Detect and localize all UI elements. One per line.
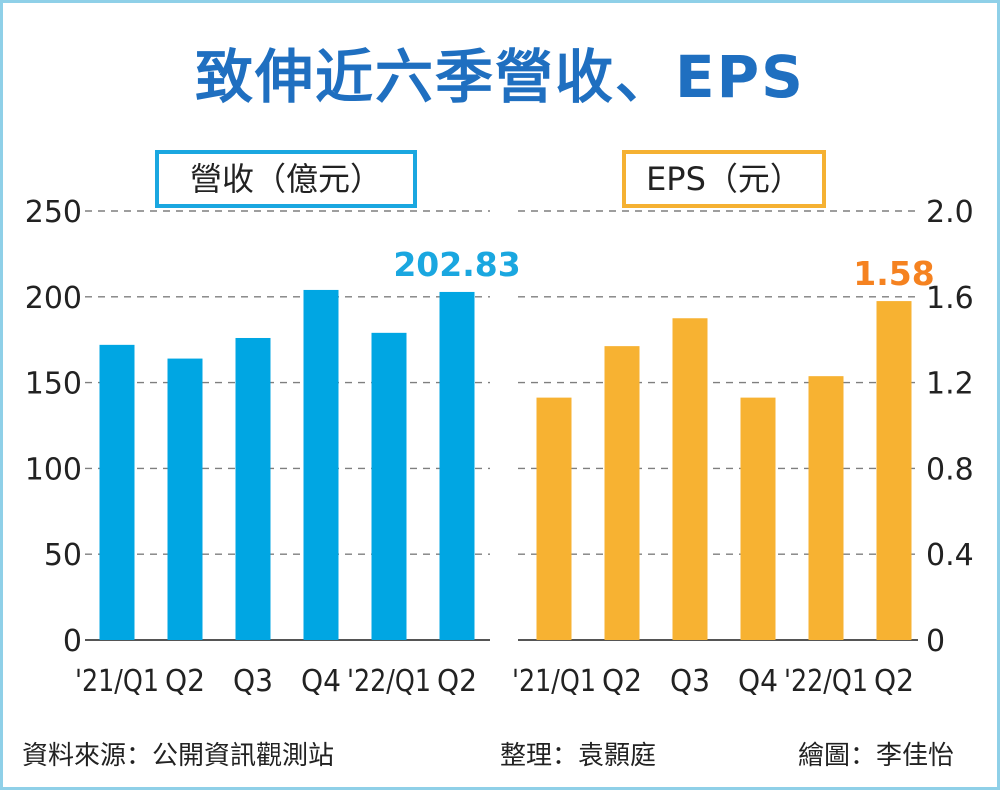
- y-tick-label: 150: [25, 367, 82, 402]
- y-tick-label: 250: [25, 195, 82, 230]
- footer-artist: 繪圖：李佳怡: [798, 741, 955, 771]
- x-tick-label: Q2: [874, 664, 914, 699]
- x-tick-label: '21/Q1: [75, 664, 159, 699]
- bar: [876, 301, 912, 640]
- x-tick-label: Q3: [670, 664, 710, 699]
- bar: [303, 289, 339, 640]
- data-label: 202.83: [393, 245, 520, 284]
- y-tick-label: 2.0: [926, 195, 974, 230]
- x-tick-label: Q2: [437, 664, 477, 699]
- legend-eps: EPS（元）: [622, 150, 826, 208]
- x-tick-label: Q4: [738, 664, 778, 699]
- x-tick-label: '22/Q1: [784, 664, 868, 699]
- footer-source: 資料來源：公開資訊觀測站: [22, 741, 335, 771]
- bar: [99, 344, 135, 640]
- y-tick-label: 0.4: [926, 538, 974, 573]
- bar: [439, 291, 475, 640]
- bar: [536, 397, 572, 640]
- chart-title: 致伸近六季營收、EPS: [195, 43, 805, 111]
- x-tick-label: Q2: [165, 664, 205, 699]
- y-tick-label: 200: [25, 281, 82, 316]
- bar: [235, 337, 271, 640]
- bar: [740, 397, 776, 640]
- y-tick-label: 1.2: [926, 367, 974, 402]
- data-label: 1.58: [853, 254, 934, 293]
- y-tick-label: 0: [63, 624, 82, 659]
- bar: [672, 318, 708, 640]
- bar: [167, 358, 203, 640]
- y-tick-label: 1.6: [926, 281, 974, 316]
- legend-revenue: 營收（億元）: [155, 150, 417, 208]
- y-tick-label: 0.8: [926, 452, 974, 487]
- x-tick-label: Q4: [301, 664, 341, 699]
- x-tick-label: Q3: [233, 664, 273, 699]
- x-tick-label: '22/Q1: [347, 664, 431, 699]
- x-tick-label: Q2: [602, 664, 642, 699]
- y-tick-label: 0: [926, 624, 945, 659]
- footer-editor: 整理：袁顥庭: [500, 741, 657, 771]
- bar: [604, 346, 640, 640]
- bar: [808, 376, 844, 640]
- x-tick-label: '21/Q1: [512, 664, 596, 699]
- y-tick-label: 100: [25, 452, 82, 487]
- y-tick-label: 50: [44, 538, 82, 573]
- bar: [371, 332, 407, 640]
